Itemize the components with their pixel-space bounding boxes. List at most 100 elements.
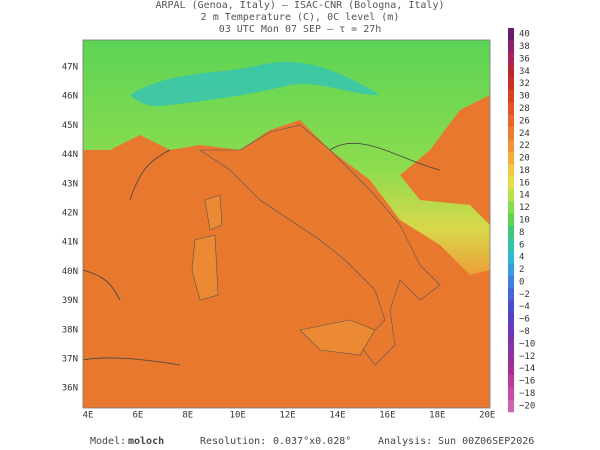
colorbar-label: −10	[519, 339, 535, 349]
lat-label: 47N	[62, 63, 78, 73]
analysis-label: Analysis:	[378, 436, 432, 447]
colorbar-swatch	[508, 176, 514, 190]
colorbar-swatch	[508, 151, 514, 165]
lat-label: 45N	[62, 121, 78, 131]
contours	[82, 142, 441, 366]
colorbar-label: −4	[519, 302, 530, 312]
lat-label: 36N	[62, 384, 78, 394]
colorbar-label: 6	[519, 240, 524, 250]
colorbar-swatch	[508, 102, 514, 116]
colorbar-swatch	[508, 263, 514, 277]
lon-label: 4E	[83, 411, 94, 421]
colorbar-label: 0	[519, 277, 524, 287]
colorbar-label: 4	[519, 253, 524, 263]
lat-label: 38N	[62, 325, 78, 335]
colorbar-swatch	[508, 288, 514, 301]
colorbar-label: −16	[519, 377, 535, 387]
colorbar-swatch	[508, 28, 514, 41]
colorbar-swatch	[508, 77, 514, 91]
colorbar-swatch	[508, 40, 514, 54]
colorbar-swatch	[508, 350, 514, 363]
colorbar-label: 20	[519, 154, 530, 164]
lat-label: 37N	[62, 355, 78, 365]
colorbar-label: −20	[519, 401, 535, 411]
lat-label: 40N	[62, 267, 78, 277]
colorbar-label: 40	[519, 30, 530, 40]
model-label: Model:	[90, 436, 126, 447]
lon-label: 18E	[429, 411, 445, 421]
lon-label: 20E	[479, 411, 495, 421]
colorbar-swatch	[508, 325, 514, 338]
lon-label: 12E	[279, 411, 295, 421]
analysis: Sun 00Z06SEP2026	[438, 436, 534, 447]
colorbar-swatch	[508, 213, 514, 227]
colorbar-swatch	[508, 65, 514, 78]
colorbar-label: 14	[519, 191, 530, 201]
lon-label: 8E	[182, 411, 193, 421]
colorbar-label: 22	[519, 141, 530, 151]
map-field	[82, 39, 491, 409]
colorbar-label: −6	[519, 315, 530, 325]
header-line: ARPAL (Genoa, Italy) – ISAC-CNR (Bologna…	[156, 0, 445, 11]
lat-label: 39N	[62, 296, 78, 306]
colorbar-label: 12	[519, 203, 530, 213]
colorbar-label: −8	[519, 327, 530, 337]
colorbar-label: 8	[519, 228, 524, 238]
colorbar-swatch	[508, 139, 514, 153]
lat-labels: 47N 46N 45N 44N 43N 42N 41N 40N 39N 38N 37N 36N	[62, 63, 78, 394]
colorbar-swatch	[508, 399, 514, 413]
colorbar-label: −12	[519, 352, 535, 362]
colorbar-swatch	[508, 312, 514, 326]
colorbar-swatch	[508, 52, 514, 66]
resolution: 0.037°x0.028°	[273, 436, 351, 447]
colorbar-label: 38	[519, 42, 530, 52]
colorbar-label: 16	[519, 178, 530, 188]
colorbar-swatch	[508, 362, 514, 376]
colorbar-label: −2	[519, 290, 530, 300]
colorbar-swatch	[508, 226, 514, 239]
colorbar-label: 2	[519, 265, 524, 275]
colorbar-label: 26	[519, 116, 530, 126]
colorbar-swatch	[508, 164, 514, 177]
colorbar-label: 34	[519, 67, 530, 77]
colorbar-swatch	[508, 127, 514, 140]
colorbar-label: −14	[519, 364, 535, 374]
alps-band	[130, 61, 380, 106]
colorbar-label: 24	[519, 129, 530, 139]
colorbar-label: 30	[519, 92, 530, 102]
colorbar-label: 28	[519, 104, 530, 114]
colorbar-swatch	[508, 337, 514, 351]
lat-label: 41N	[62, 238, 78, 248]
colorbar-swatch	[508, 250, 514, 264]
lat-label: 44N	[62, 150, 78, 160]
lon-label: 10E	[230, 411, 246, 421]
colorbar-label: 10	[519, 216, 530, 226]
lat-label: 42N	[62, 209, 78, 219]
header: ARPAL (Genoa, Italy) – ISAC-CNR (Bologna…	[156, 0, 445, 35]
colorbar-label: 18	[519, 166, 530, 176]
colorbar: 4038363432302826242220181614121086420−2−…	[508, 28, 535, 413]
colorbar-swatch	[508, 300, 514, 314]
colorbar-swatch	[508, 114, 514, 128]
colorbar-swatch	[508, 387, 514, 400]
lon-labels: 4E 6E 8E 10E 12E 14E 16E 18E 20E	[83, 411, 496, 421]
colorbar-label: 32	[519, 79, 530, 89]
lon-label: 16E	[379, 411, 395, 421]
footer: Model: moloch Resolution: 0.037°x0.028° …	[90, 436, 534, 447]
colorbar-label: 36	[519, 54, 530, 64]
lat-label: 43N	[62, 179, 78, 189]
lon-label: 6E	[132, 411, 143, 421]
lat-label: 46N	[62, 92, 78, 102]
resolution-label: Resolution:	[200, 436, 266, 447]
map-frame	[82, 39, 491, 409]
header-line: 2 m Temperature (C), 0C level (m)	[201, 12, 400, 23]
colorbar-swatch	[508, 374, 514, 388]
header-line: 03 UTC Mon 07 SEP – τ = 27h	[219, 24, 382, 35]
colorbar-swatch	[508, 89, 514, 103]
model: moloch	[128, 436, 164, 447]
colorbar-swatch	[508, 238, 514, 252]
islands	[191, 194, 376, 356]
colorbar-label: −18	[519, 389, 535, 399]
lon-label: 14E	[329, 411, 345, 421]
